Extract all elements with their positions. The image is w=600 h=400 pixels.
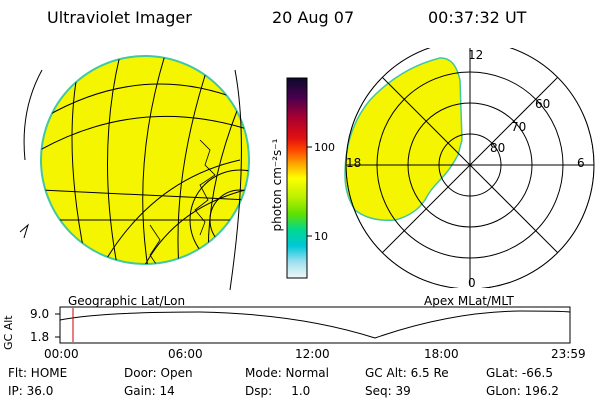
polar-auroral-region xyxy=(344,57,463,222)
geographic-caption: Geographic Lat/Lon xyxy=(68,294,186,308)
status-mode: Mode: Normal xyxy=(245,366,329,380)
status-flt: Flt: HOME xyxy=(8,366,68,380)
status-ip: IP: 36.0 xyxy=(8,384,54,398)
status-dsp: Dsp: 1.0 xyxy=(245,384,311,398)
altitude-ylabel: GC Alt xyxy=(2,315,15,350)
mlat-label-70: 70 xyxy=(511,120,527,134)
mlt-label-0: 0 xyxy=(468,276,476,290)
status-gc-alt: GC Alt: 6.5 Re xyxy=(365,366,449,380)
mlt-label-6: 6 xyxy=(577,156,585,170)
mlat-label-80: 80 xyxy=(490,141,506,155)
xtick-1800: 18:00 xyxy=(424,347,459,361)
mlt-label-18: 18 xyxy=(346,156,362,170)
altitude-curve xyxy=(59,310,571,339)
instrument-title: Ultraviolet Imager xyxy=(47,8,192,27)
polar-caption: Apex MLat/MLT xyxy=(424,294,514,308)
xtick-0000: 00:00 xyxy=(44,347,79,361)
altitude-ytick-low: 1.8 xyxy=(30,330,50,344)
xtick-0600: 06:00 xyxy=(168,347,203,361)
polar-plot xyxy=(344,48,595,288)
altitude-plot xyxy=(55,306,571,344)
geographic-image xyxy=(19,55,250,291)
colorbar xyxy=(286,77,312,279)
xtick-2359: 23:59 xyxy=(551,347,586,361)
colorbar-tick-100: 100 xyxy=(314,141,335,154)
status-door: Door: Open xyxy=(124,366,193,380)
status-glon: GLon: 196.2 xyxy=(486,384,559,398)
colorbar-tick-10: 10 xyxy=(314,230,328,243)
status-gain: Gain: 14 xyxy=(124,384,175,398)
mlat-label-60: 60 xyxy=(535,97,551,111)
altitude-ytick-high: 9.0 xyxy=(30,307,50,321)
time-label: 00:37:32 UT xyxy=(428,8,527,27)
status-glat: GLat: -66.5 xyxy=(486,366,553,380)
colorbar-unit-label: photon cm⁻²s⁻¹ xyxy=(270,138,284,232)
date-label: 20 Aug 07 xyxy=(272,8,355,27)
mlt-label-12: 12 xyxy=(468,48,484,62)
xtick-1200: 12:00 xyxy=(295,347,330,361)
status-seq: Seq: 39 xyxy=(365,384,411,398)
